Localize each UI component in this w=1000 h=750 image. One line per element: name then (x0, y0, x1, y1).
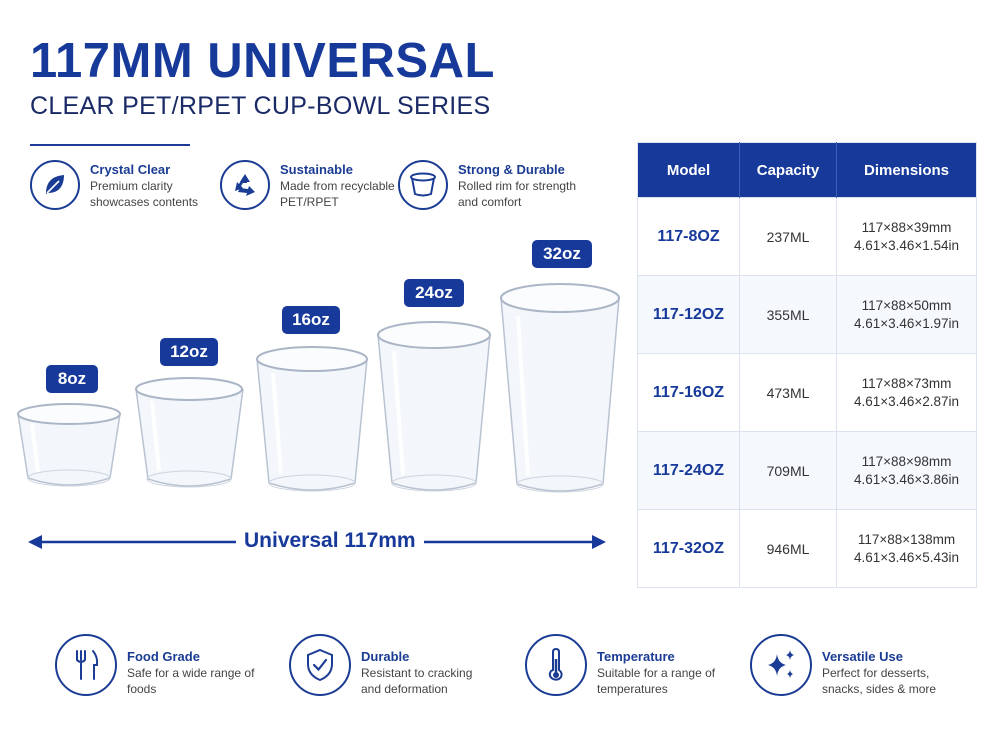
model-cell: 117-8OZ (637, 197, 740, 276)
table-header-row: Model Capacity Dimensions (637, 142, 977, 198)
capacity-cell: 473ML (739, 353, 837, 432)
feature-title: Temperature (597, 649, 675, 664)
dimensions-mm: 117×88×98mm (861, 453, 952, 469)
feature-title: Versatile Use (822, 649, 903, 664)
feature-desc: Made from recyclable PET/RPET (280, 179, 395, 209)
page-title: 117MM UNIVERSAL (30, 34, 495, 88)
feature-desc: Premium clarity showcases contents (90, 179, 199, 209)
dimensions-mm: 117×88×50mm (861, 297, 952, 313)
model-cell: 117-32OZ (637, 509, 740, 588)
capacity-cell: 946ML (739, 509, 837, 588)
size-badge-12oz: 12oz (160, 338, 218, 366)
cup-24oz-image (377, 321, 491, 492)
cup-rim-icon (398, 160, 448, 210)
dimensions-in: 4.61×3.46×1.97in (853, 315, 960, 331)
spec-table: Model Capacity Dimensions 117-8OZ 237ML … (637, 142, 977, 588)
feature-title: Crystal Clear (90, 162, 171, 177)
universal-label: Universal 117mm (236, 529, 424, 553)
feature-desc: Safe for a wide range of foods (127, 666, 255, 696)
feature-title: Sustainable (280, 162, 353, 177)
size-badge-16oz: 16oz (282, 306, 340, 334)
feature-desc: Resistant to cracking and deformation (361, 666, 473, 696)
universal-117mm-arrow: Universal 117mm (28, 527, 606, 557)
dimensions-cell: 117×88×39mm 4.61×3.46×1.54in (836, 197, 977, 276)
table-row: 117-16OZ 473ML 117×88×73mm 4.61×3.46×2.87… (637, 353, 977, 432)
model-cell: 117-24OZ (637, 431, 740, 510)
capacity-cell: 355ML (739, 275, 837, 354)
dimensions-mm: 117×88×39mm (861, 219, 952, 235)
dimensions-in: 4.61×3.46×5.43in (853, 549, 960, 565)
feature-strong-durable: Strong & Durable Rolled rim for strength… (398, 160, 578, 210)
column-header-capacity: Capacity (739, 142, 837, 198)
dimensions-in: 4.61×3.46×3.86in (853, 471, 960, 487)
size-badge-24oz: 24oz (404, 279, 464, 307)
table-row: 117-24OZ 709ML 117×88×98mm 4.61×3.46×3.86… (637, 431, 977, 510)
size-badge-32oz: 32oz (532, 240, 592, 268)
table-row: 117-8OZ 237ML 117×88×39mm 4.61×3.46×1.54i… (637, 197, 977, 276)
dimensions-in: 4.61×3.46×2.87in (853, 393, 960, 409)
size-badge-8oz: 8oz (46, 365, 98, 393)
thermometer-icon (525, 634, 587, 696)
page-subtitle: CLEAR PET/RPET CUP-BOWL SERIES (30, 92, 491, 120)
column-header-model: Model (637, 142, 740, 198)
cup-32oz-image (500, 283, 620, 493)
feature-crystal-clear: Crystal Clear Premium clarity showcases … (30, 160, 210, 210)
feature-food-grade: Food Grade Safe for a wide range of food… (55, 634, 257, 697)
capacity-cell: 237ML (739, 197, 837, 276)
title-underline (30, 144, 190, 146)
dimensions-cell: 117×88×73mm 4.61×3.46×2.87in (836, 353, 977, 432)
dimensions-cell: 117×88×50mm 4.61×3.46×1.97in (836, 275, 977, 354)
feature-title: Durable (361, 649, 410, 664)
dimensions-mm: 117×88×138mm (857, 531, 956, 547)
recycle-icon (220, 160, 270, 210)
fork-knife-icon (55, 634, 117, 696)
feature-desc: Rolled rim for strength and comfort (458, 179, 577, 209)
dimensions-mm: 117×88×73mm (861, 375, 952, 391)
dimensions-in: 4.61×3.46×1.54in (853, 237, 960, 253)
table-row: 117-12OZ 355ML 117×88×50mm 4.61×3.46×1.97… (637, 275, 977, 354)
feature-sustainable: Sustainable Made from recyclable PET/RPE… (220, 160, 400, 210)
feature-desc: Suitable for a range of temperatures (597, 666, 716, 696)
leaf-icon (30, 160, 80, 210)
feature-desc: Perfect for desserts, snacks, sides & mo… (822, 666, 937, 696)
sparkle-icon (750, 634, 812, 696)
feature-title: Strong & Durable (458, 162, 565, 177)
dimensions-cell: 117×88×138mm 4.61×3.46×5.43in (836, 509, 977, 588)
table-row: 117-32OZ 946ML 117×88×138mm 4.61×3.46×5.4… (637, 509, 977, 588)
cup-16oz-image (256, 346, 368, 492)
capacity-cell: 709ML (739, 431, 837, 510)
cup-12oz-image (135, 377, 244, 488)
feature-versatile-use: Versatile Use Perfect for desserts, snac… (750, 634, 952, 697)
dimensions-cell: 117×88×98mm 4.61×3.46×3.86in (836, 431, 977, 510)
column-header-dimensions: Dimensions (836, 142, 977, 198)
cup-8oz-image (17, 403, 121, 487)
model-cell: 117-16OZ (637, 353, 740, 432)
model-cell: 117-12OZ (637, 275, 740, 354)
feature-temperature: Temperature Suitable for a range of temp… (525, 634, 727, 697)
feature-title: Food Grade (127, 649, 200, 664)
feature-durable: Durable Resistant to cracking and deform… (289, 634, 491, 697)
shield-check-icon (289, 634, 351, 696)
